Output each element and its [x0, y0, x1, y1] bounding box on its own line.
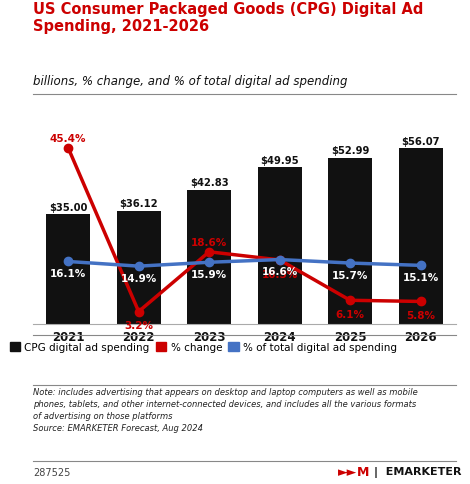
Text: 45.4%: 45.4%	[50, 134, 86, 144]
Text: 15.7%: 15.7%	[332, 270, 368, 280]
Text: 16.5%: 16.5%	[261, 269, 298, 279]
Bar	[117, 211, 160, 324]
Text: $56.07: $56.07	[401, 136, 440, 147]
Text: $42.83: $42.83	[190, 178, 228, 188]
Text: |  EMARKETER: | EMARKETER	[374, 467, 461, 477]
Text: ►►: ►►	[338, 466, 358, 478]
Bar	[328, 158, 372, 324]
Text: 16.6%: 16.6%	[261, 267, 298, 277]
Text: billions, % change, and % of total digital ad spending: billions, % change, and % of total digit…	[33, 75, 347, 88]
Text: 18.6%: 18.6%	[191, 238, 227, 248]
Text: 15.9%: 15.9%	[191, 269, 227, 279]
Text: M: M	[357, 466, 369, 478]
Text: 15.1%: 15.1%	[402, 272, 439, 283]
Bar	[187, 190, 231, 324]
Text: US Consumer Packaged Goods (CPG) Digital Ad
Spending, 2021-2026: US Consumer Packaged Goods (CPG) Digital…	[33, 2, 423, 34]
Legend: CPG digital ad spending, % change, % of total digital ad spending: CPG digital ad spending, % change, % of …	[10, 343, 397, 352]
Text: $35.00: $35.00	[49, 202, 87, 212]
Text: 3.2%: 3.2%	[124, 320, 153, 331]
Text: 6.1%: 6.1%	[336, 309, 365, 319]
Text: Note: includes advertising that appears on desktop and laptop computers as well : Note: includes advertising that appears …	[33, 387, 418, 433]
Bar	[399, 149, 443, 324]
Text: 287525: 287525	[33, 467, 70, 477]
Text: 5.8%: 5.8%	[406, 310, 435, 320]
Bar	[46, 215, 90, 324]
Text: 14.9%: 14.9%	[120, 273, 157, 283]
Text: $52.99: $52.99	[331, 146, 369, 156]
Text: 16.1%: 16.1%	[50, 269, 86, 279]
Text: $36.12: $36.12	[119, 199, 158, 209]
Bar	[258, 168, 302, 324]
Text: $49.95: $49.95	[260, 156, 299, 166]
